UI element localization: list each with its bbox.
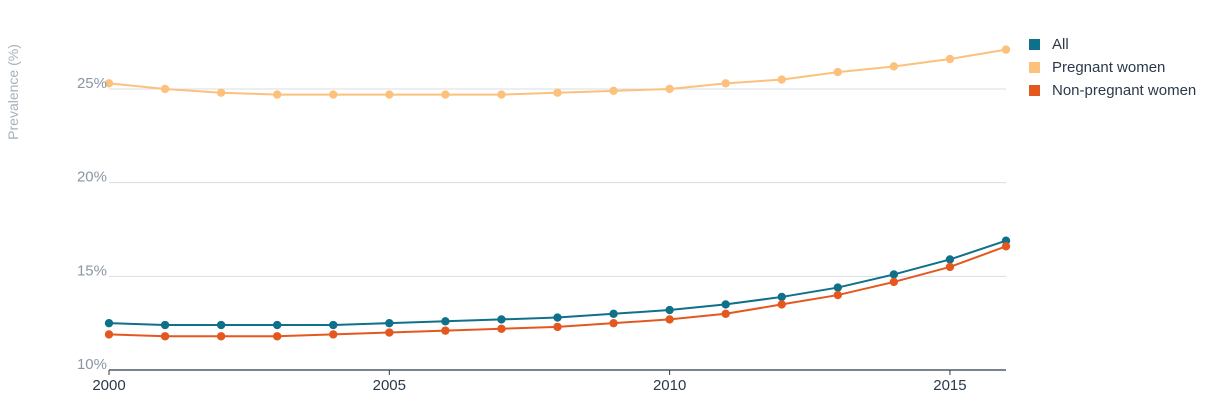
legend-swatch-non-pregnant-women xyxy=(1029,85,1040,96)
data-point-all-2010[interactable] xyxy=(665,305,674,315)
data-point-non-pregnant-women-2013[interactable] xyxy=(833,290,843,300)
y-axis-label: Prevalence (%) xyxy=(5,44,21,140)
data-point-pregnant-women-2015[interactable] xyxy=(945,54,955,64)
series-line-all xyxy=(108,239,1007,327)
legend-item-pregnant-women[interactable]: Pregnant women xyxy=(1029,56,1229,79)
data-point-all-2000[interactable] xyxy=(104,318,114,328)
data-point-pregnant-women-2007[interactable] xyxy=(497,90,506,99)
data-point-pregnant-women-2011[interactable] xyxy=(721,79,730,88)
data-point-all-2012[interactable] xyxy=(777,292,786,302)
series-pregnant-women xyxy=(104,45,1011,99)
data-point-pregnant-women-2002[interactable] xyxy=(216,88,226,97)
data-point-non-pregnant-women-2004[interactable] xyxy=(329,330,338,339)
y-tick-label-10: 10% xyxy=(77,356,107,373)
data-point-non-pregnant-women-2001[interactable] xyxy=(160,332,170,341)
data-point-non-pregnant-women-2008[interactable] xyxy=(553,322,562,332)
data-point-non-pregnant-women-2011[interactable] xyxy=(721,309,730,318)
data-point-all-2005[interactable] xyxy=(385,318,394,328)
data-point-all-2011[interactable] xyxy=(721,300,730,309)
legend-swatch-pregnant-women xyxy=(1029,62,1040,73)
data-point-pregnant-women-2012[interactable] xyxy=(777,75,786,84)
data-point-all-2006[interactable] xyxy=(441,317,450,326)
data-point-pregnant-women-2000[interactable] xyxy=(104,79,114,88)
data-point-non-pregnant-women-2005[interactable] xyxy=(385,328,394,337)
data-point-non-pregnant-women-2016[interactable] xyxy=(1001,242,1011,251)
data-point-pregnant-women-2008[interactable] xyxy=(553,88,562,97)
x-tick-label-2000: 2000 xyxy=(92,377,125,394)
x-tick-label-2010: 2010 xyxy=(653,377,686,394)
data-point-pregnant-women-2010[interactable] xyxy=(665,84,674,94)
data-point-all-2002[interactable] xyxy=(216,320,226,330)
legend-swatch-all xyxy=(1029,39,1040,50)
data-point-non-pregnant-women-2012[interactable] xyxy=(777,300,786,309)
y-tick-label-15: 15% xyxy=(77,262,107,279)
data-point-non-pregnant-women-2002[interactable] xyxy=(216,332,226,341)
legend-item-non-pregnant-women[interactable]: Non-pregnant women xyxy=(1029,79,1229,102)
data-point-pregnant-women-2003[interactable] xyxy=(272,90,282,99)
legend: All Pregnant women Non-pregnant women xyxy=(1029,33,1229,102)
series-line-pregnant-women xyxy=(108,48,1007,96)
grid-layer xyxy=(109,88,1006,277)
x-tick-label-2015: 2015 xyxy=(933,377,966,394)
data-point-all-2004[interactable] xyxy=(329,320,338,330)
data-point-pregnant-women-2001[interactable] xyxy=(160,84,170,94)
data-point-pregnant-women-2013[interactable] xyxy=(833,67,843,77)
data-point-pregnant-women-2005[interactable] xyxy=(385,90,394,99)
y-tick-label-20: 20% xyxy=(77,169,107,186)
x-tick-label-2005: 2005 xyxy=(373,377,406,394)
data-point-all-2007[interactable] xyxy=(497,315,506,324)
data-point-pregnant-women-2004[interactable] xyxy=(329,90,338,99)
data-point-all-2001[interactable] xyxy=(160,320,170,330)
data-point-non-pregnant-women-2006[interactable] xyxy=(441,326,450,335)
legend-label-pregnant-women: Pregnant women xyxy=(1052,59,1166,76)
legend-item-all[interactable]: All xyxy=(1029,33,1229,56)
series-layer xyxy=(104,45,1011,341)
legend-label-all: All xyxy=(1052,36,1069,53)
data-point-all-2013[interactable] xyxy=(833,283,843,292)
data-point-pregnant-women-2006[interactable] xyxy=(441,90,450,99)
data-point-non-pregnant-women-2009[interactable] xyxy=(609,318,618,328)
data-point-non-pregnant-women-2007[interactable] xyxy=(497,324,506,333)
data-point-pregnant-women-2014[interactable] xyxy=(889,62,899,71)
y-tick-label-25: 25% xyxy=(77,75,107,92)
data-point-non-pregnant-women-2010[interactable] xyxy=(665,315,674,324)
data-point-pregnant-women-2009[interactable] xyxy=(609,86,618,96)
data-point-all-2008[interactable] xyxy=(553,313,562,322)
data-point-non-pregnant-women-2014[interactable] xyxy=(889,277,899,287)
legend-label-non-pregnant-women: Non-pregnant women xyxy=(1052,82,1197,99)
data-point-non-pregnant-women-2015[interactable] xyxy=(945,262,955,272)
data-point-all-2015[interactable] xyxy=(945,255,955,264)
axis-layer: 10% 15% 20% 25% 2000 2005 2010 2015 xyxy=(77,75,1006,394)
data-point-all-2014[interactable] xyxy=(889,270,899,279)
data-point-non-pregnant-women-2000[interactable] xyxy=(104,330,114,339)
series-non-pregnant-women xyxy=(104,242,1011,341)
data-point-all-2009[interactable] xyxy=(609,309,618,318)
data-point-pregnant-women-2016[interactable] xyxy=(1001,45,1011,54)
data-point-all-2003[interactable] xyxy=(272,320,282,330)
series-all xyxy=(104,236,1011,330)
data-point-non-pregnant-women-2003[interactable] xyxy=(272,332,282,341)
